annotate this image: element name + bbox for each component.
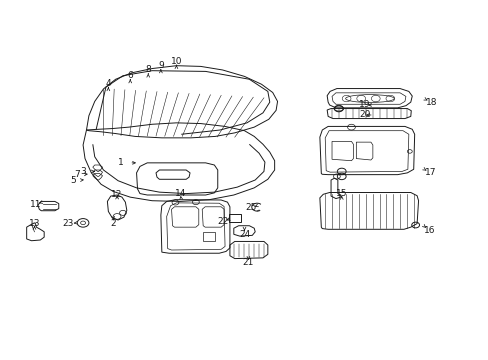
Text: 9: 9	[158, 61, 163, 70]
Text: 19: 19	[359, 100, 370, 109]
Text: 16: 16	[423, 226, 434, 235]
Text: 25: 25	[245, 203, 257, 212]
Text: 13: 13	[29, 219, 40, 228]
Text: 22: 22	[217, 217, 228, 226]
Text: 23: 23	[62, 219, 74, 228]
Text: 20: 20	[359, 111, 370, 120]
Text: 17: 17	[424, 168, 435, 177]
Text: 21: 21	[242, 258, 254, 267]
Text: 11: 11	[30, 200, 41, 209]
Text: 24: 24	[238, 230, 250, 239]
Text: 4: 4	[105, 79, 111, 88]
Text: 8: 8	[145, 66, 151, 75]
Text: 5: 5	[70, 176, 76, 185]
Text: 1: 1	[118, 158, 123, 167]
Text: 7: 7	[74, 171, 80, 180]
Bar	[228, 214, 240, 222]
Text: 18: 18	[425, 98, 436, 107]
Text: 15: 15	[335, 189, 347, 198]
Text: 10: 10	[170, 57, 182, 66]
Text: 6: 6	[127, 71, 133, 80]
Text: 14: 14	[174, 189, 185, 198]
Text: 2: 2	[110, 219, 116, 228]
Text: 12: 12	[111, 190, 122, 199]
Text: 3: 3	[80, 167, 86, 176]
